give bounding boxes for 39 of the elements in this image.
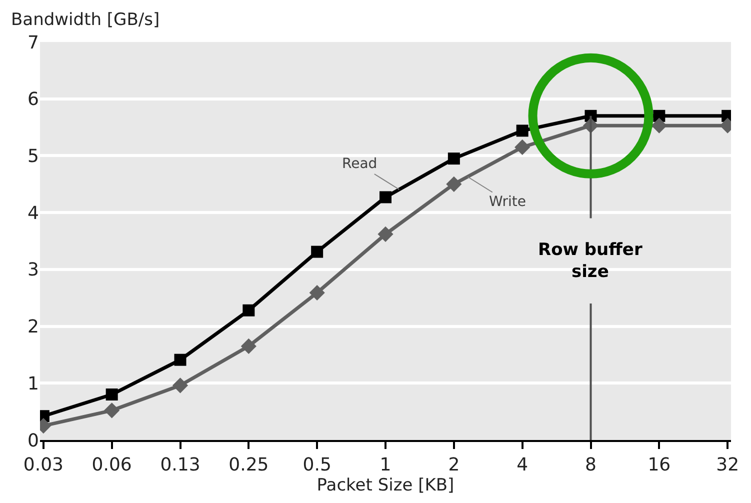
point — [240, 338, 256, 354]
y-tick-label: 0 — [28, 430, 39, 452]
x-tick-label: 2 — [448, 454, 460, 476]
y-tick-label: 3 — [28, 260, 39, 281]
y-tick-label: 2 — [28, 316, 39, 338]
x-tick-label: 16 — [648, 454, 671, 476]
point — [174, 354, 186, 366]
point — [448, 152, 460, 165]
point — [446, 176, 462, 192]
point — [309, 284, 325, 301]
y-tick-label: 6 — [28, 89, 39, 110]
ref-line-label: Row buffer size — [538, 240, 643, 282]
point — [514, 139, 530, 155]
point — [242, 304, 255, 316]
x-tick-label: 8 — [585, 454, 596, 476]
x-tick-label: 32 — [716, 454, 740, 476]
point — [516, 124, 528, 137]
y-tick-label: 1 — [28, 373, 39, 394]
x-tick-label: 0.25 — [228, 454, 269, 476]
point — [378, 226, 394, 242]
point — [104, 402, 120, 418]
y-axis-title: Bandwidth [GB/s] — [11, 10, 160, 30]
x-tick-label: 4 — [516, 454, 528, 476]
x-axis-title: Packet Size [KB] — [316, 476, 454, 496]
point — [651, 118, 667, 134]
series-label: Read — [342, 156, 378, 172]
x-tick-label: 0.5 — [302, 454, 332, 476]
x-tick-label: 0.13 — [160, 454, 200, 476]
y-tick-label: 7 — [28, 32, 39, 54]
y-tick-label: 4 — [28, 202, 39, 224]
x-tick-label: 0.03 — [23, 454, 64, 476]
series-label: Write — [489, 194, 526, 210]
point — [172, 378, 188, 394]
y-tick-label: 5 — [28, 146, 39, 168]
point — [106, 388, 118, 401]
x-tick-label: 0.06 — [92, 454, 132, 476]
x-tick-label: 1 — [380, 454, 392, 476]
point — [311, 246, 324, 258]
point — [380, 191, 392, 204]
